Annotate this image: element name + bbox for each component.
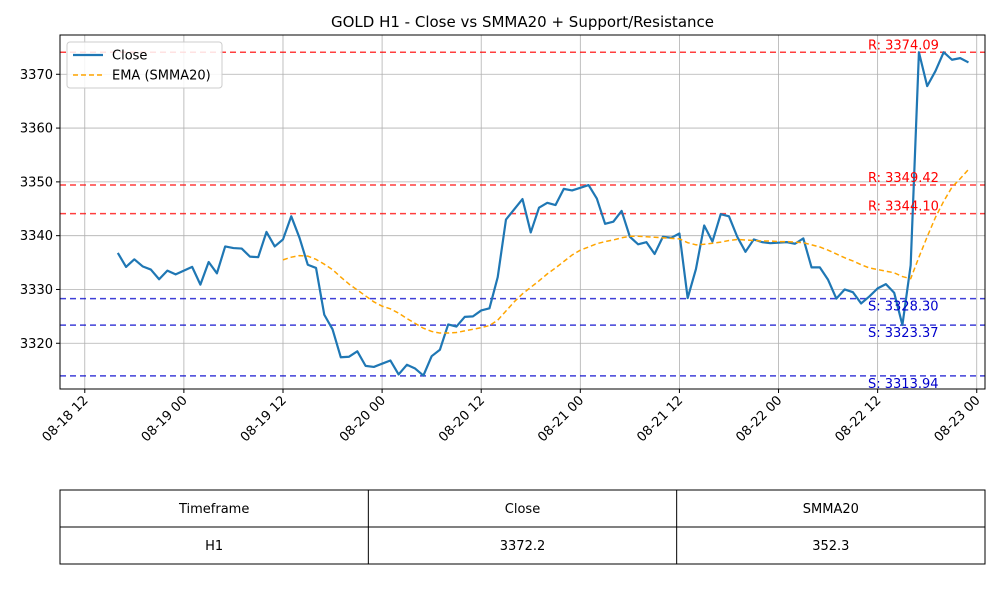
- y-tick-label: 3360: [20, 122, 53, 137]
- y-tick-label: 3370: [20, 68, 53, 83]
- legend-box: [66, 41, 223, 89]
- legend: Close EMA (SMMA20): [66, 41, 223, 89]
- resistance-label: R: 3344.10: [868, 200, 939, 215]
- support-label: S: 3313.94: [868, 377, 939, 392]
- axes-frame: [59, 34, 986, 390]
- support-label: S: 3328.30: [868, 300, 939, 315]
- y-tick-label: 3340: [20, 229, 53, 244]
- chart-title: GOLD H1 - Close vs SMMA20 + Support/Resi…: [331, 13, 714, 31]
- table-header-cell: Timeframe: [178, 502, 249, 517]
- legend-label: EMA (SMMA20): [112, 69, 211, 84]
- smma-series-line: [282, 168, 970, 334]
- y-tick-label: 3330: [20, 283, 53, 298]
- table-cell: H1: [205, 539, 223, 554]
- resistance-label: R: 3374.09: [868, 38, 939, 53]
- y-tick-label: 3350: [20, 175, 53, 190]
- close-series-line: [116, 51, 969, 377]
- support-label: S: 3323.37: [868, 326, 939, 341]
- table-header-cell: Close: [505, 502, 540, 517]
- legend-label: Close: [112, 49, 147, 64]
- summary-table: Timeframe Close SMMA20 H1 3372.2 352.3: [59, 489, 986, 565]
- resistance-label: R: 3349.42: [868, 171, 939, 186]
- table-cell: 352.3: [812, 539, 849, 554]
- table-header-cell: SMMA20: [803, 502, 859, 517]
- table-cell: 3372.2: [500, 539, 546, 554]
- y-tick-label: 3320: [20, 337, 53, 352]
